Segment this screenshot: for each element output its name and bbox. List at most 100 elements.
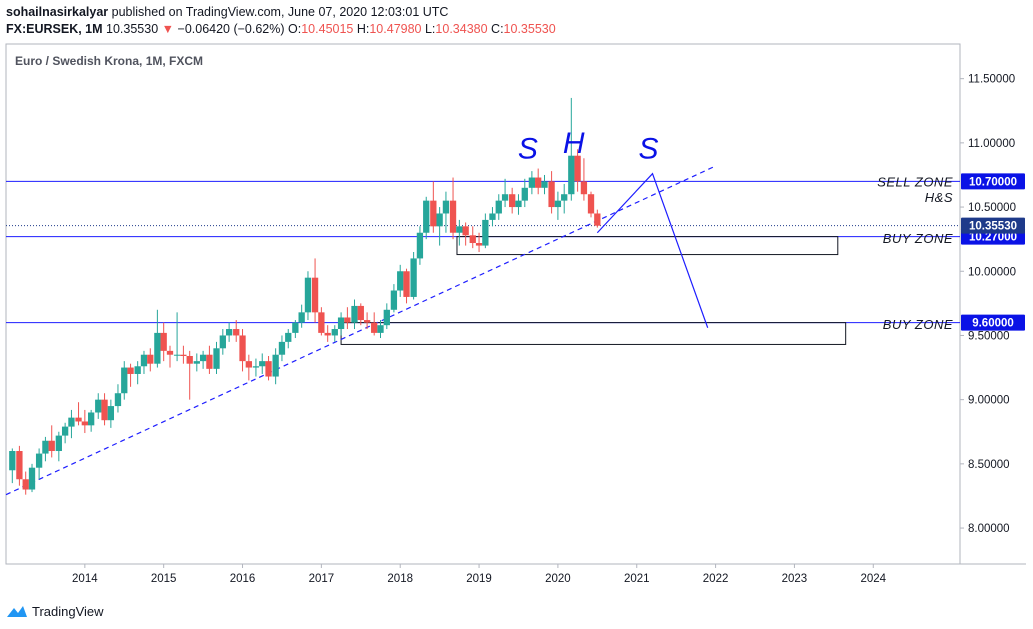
candle-body <box>121 367 128 394</box>
publish-line: sohailnasirkalyar published on TradingVi… <box>6 4 1026 21</box>
candle-body <box>390 290 398 310</box>
close-value: 10.35530 <box>503 22 556 36</box>
candle-body <box>61 426 69 436</box>
candle-body <box>259 361 266 367</box>
candle-body <box>68 417 75 427</box>
candle-body <box>363 320 371 323</box>
low-label: L: <box>424 22 436 36</box>
plot-frame <box>5 43 961 565</box>
candle-body <box>482 219 489 246</box>
author-name[interactable]: sohailnasirkalyar <box>6 5 109 19</box>
time-tick-label: 2014 <box>72 573 98 585</box>
candle-body <box>140 354 148 367</box>
price-tick-label: 11.00000 <box>968 138 1015 150</box>
candle-body <box>101 399 108 421</box>
candle-body <box>501 194 509 201</box>
price-tick-label: 10.50000 <box>968 202 1016 214</box>
zone-box <box>340 322 847 345</box>
pattern-label: S <box>518 132 538 165</box>
zone-label: BUY ZONE <box>883 317 953 332</box>
candle-body <box>351 305 358 323</box>
time-tick-label: 2017 <box>309 573 335 585</box>
low-value: 10.34380 <box>435 22 488 36</box>
candle-body <box>292 322 299 333</box>
level-price-label: 10.70000 <box>969 176 1017 188</box>
symbol-label[interactable]: FX:EURSEK, 1M <box>6 22 103 36</box>
footer-brand[interactable]: TradingView <box>32 603 104 619</box>
time-tick-label: 2021 <box>624 573 650 585</box>
candle-body <box>278 341 286 355</box>
candle-body <box>535 177 542 188</box>
candle-body <box>331 329 338 336</box>
candle-body <box>469 235 476 244</box>
candle-body <box>55 435 62 452</box>
candle-body <box>561 194 568 201</box>
candle-body <box>594 213 601 226</box>
candle-body <box>377 325 384 333</box>
zone-box <box>456 236 839 256</box>
candle-body <box>298 312 305 323</box>
candle-body <box>568 155 575 195</box>
candle-body <box>166 350 174 355</box>
price-tick-label: 8.50000 <box>968 459 1010 471</box>
candle-body <box>206 354 213 369</box>
candle-body <box>489 213 496 220</box>
candle-body <box>528 177 536 188</box>
zone-label: BUY ZONE <box>883 231 953 246</box>
candle-body <box>324 332 331 336</box>
candle-body <box>127 367 134 374</box>
last-price: 10.35530 <box>106 22 159 36</box>
candle-body <box>462 226 469 236</box>
candle-body <box>225 329 233 336</box>
candle-body <box>403 271 410 297</box>
candles <box>9 97 601 495</box>
candle-body <box>272 354 279 377</box>
close-label: C: <box>491 22 504 36</box>
candle-body <box>423 200 430 233</box>
down-arrow-icon: ▼ <box>161 22 175 36</box>
candle-body <box>22 479 29 490</box>
time-tick-label: 2020 <box>545 573 571 585</box>
candle-body <box>541 181 548 188</box>
open-value: 10.45015 <box>301 22 354 36</box>
dashed-trendline <box>5 165 716 496</box>
tradingview-logo-icon[interactable] <box>6 604 28 618</box>
ohlc-line: FX:EURSEK, 1M 10.35530 ▼ −0.06420 (−0.62… <box>6 21 1026 38</box>
time-tick-label: 2024 <box>860 573 886 585</box>
candle-body <box>371 322 378 333</box>
candle-body <box>160 332 167 351</box>
candle-body <box>344 317 351 323</box>
pattern-label: S <box>639 132 659 165</box>
time-axis[interactable]: 2014 2015 2016 2017 2018 2019 2020 2021 2022 2023… <box>72 564 887 585</box>
candle-body <box>442 200 450 214</box>
price-tick-label: 9.00000 <box>968 395 1010 407</box>
candle-body <box>75 417 82 422</box>
publish-info: published on TradingView.com, June 07, 2… <box>108 5 449 19</box>
footer: TradingView <box>6 601 104 621</box>
candle-body <box>199 354 207 362</box>
price-tick-label: 9.50000 <box>968 330 1010 342</box>
candle-body <box>87 412 95 426</box>
chart-header: sohailnasirkalyar published on TradingVi… <box>6 4 1026 38</box>
time-tick-label: 2016 <box>230 573 256 585</box>
current-price-badge <box>961 217 1025 234</box>
candle-body <box>515 200 522 208</box>
candle-body <box>587 194 595 214</box>
candle-body <box>416 232 424 259</box>
price-tick-label: 8.00000 <box>968 523 1010 535</box>
candle-body <box>134 366 141 374</box>
candle-body <box>430 200 437 227</box>
zone-label: H&S <box>925 190 953 205</box>
candle-body <box>521 187 528 201</box>
candle-body <box>9 451 16 471</box>
time-tick-label: 2023 <box>782 573 808 585</box>
candle-body <box>475 243 483 246</box>
high-label: H: <box>356 22 370 36</box>
candle-body <box>16 451 23 480</box>
candle-body <box>35 453 43 468</box>
candle-body <box>285 332 292 342</box>
price-axis[interactable]: 8.00000 8.50000 9.00000 9.50000 10.00000 10.5… <box>960 74 1025 535</box>
candle-body <box>154 332 161 364</box>
